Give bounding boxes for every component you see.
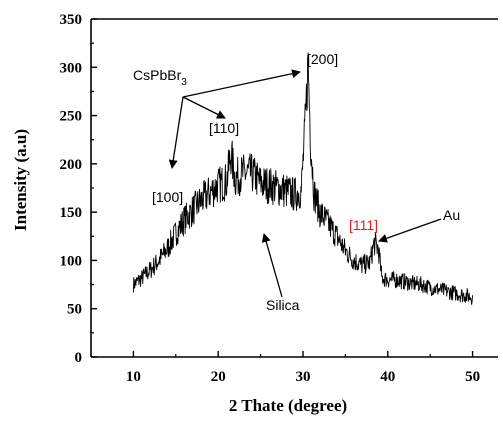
annotation-100: [100] (152, 189, 183, 205)
y-tick-label: 150 (60, 205, 83, 221)
y-tick-label: 300 (60, 60, 83, 76)
annotation-arrows (168, 69, 442, 298)
arrow-silica (261, 233, 283, 298)
arrow-au-to-111 (378, 218, 442, 243)
y-tick-label: 0 (75, 350, 83, 366)
x-axis-title: 2 Thate (degree) (229, 396, 347, 415)
annotation-au: Au (443, 207, 460, 223)
y-tick-label: 50 (67, 302, 82, 318)
x-tick-label: 10 (126, 369, 141, 385)
arrow-cspbbr3-to-200 (182, 69, 301, 98)
x-tick-label: 40 (380, 369, 395, 385)
annotation-200: [200] (307, 51, 338, 67)
y-tick-label: 350 (60, 12, 83, 28)
x-tick-label: 30 (295, 369, 310, 385)
y-tick-label: 200 (60, 157, 83, 173)
annotation-cspbbr3-main: CsPbBr (133, 67, 182, 83)
annotation-cspbbr3-sub: 3 (181, 77, 187, 88)
arrow-cspbbr3-to-110 (182, 96, 226, 119)
x-tick-label: 20 (211, 369, 226, 385)
annotation-cspbbr3: CsPbBr3 (133, 67, 187, 88)
annotation-silica: Silica (266, 297, 300, 313)
x-tick-label: 50 (465, 369, 480, 385)
annotation-110: [110] (209, 120, 239, 136)
annotation-111: [111] (349, 217, 378, 233)
y-tick-label: 100 (60, 253, 83, 269)
arrow-cspbbr3-to-100 (168, 96, 184, 169)
y-tick-label: 250 (60, 109, 83, 125)
series-line-0 (132, 52, 474, 305)
y-axis-title: Intensity (a.u) (11, 129, 30, 231)
